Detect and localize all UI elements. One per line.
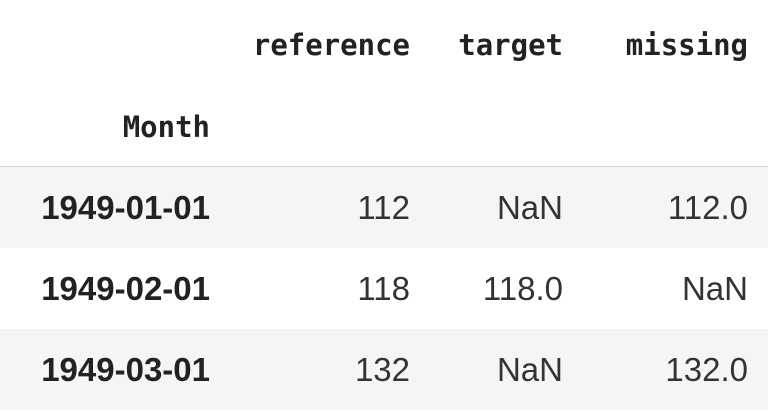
- index-name-spacer: [230, 88, 430, 167]
- column-header-reference: reference: [252, 28, 410, 62]
- index-name-spacer: [583, 88, 768, 167]
- row-index: 1949-01-01: [41, 188, 210, 226]
- column-header-row: reference target missing: [0, 0, 768, 88]
- cell-reference: 118: [357, 269, 410, 307]
- table-row: 1949-03-01 132 NaN 132.0: [0, 329, 768, 410]
- cell-missing: NaN: [681, 269, 748, 307]
- column-header-missing: missing: [625, 28, 748, 62]
- row-index: 1949-03-01: [41, 350, 210, 388]
- table-row: 1949-01-01 112 NaN 112.0: [0, 166, 768, 248]
- cell-target: NaN: [496, 350, 563, 388]
- cell-missing: 112.0: [667, 188, 748, 226]
- cell-missing: 132.0: [665, 350, 748, 388]
- index-header-blank: [0, 0, 230, 88]
- cell-target: NaN: [496, 188, 563, 226]
- cell-target: 118.0: [482, 269, 563, 307]
- row-index: 1949-02-01: [41, 269, 210, 307]
- index-name-row: Month: [0, 88, 768, 167]
- column-header-target: target: [458, 28, 563, 62]
- index-name-spacer: [430, 88, 583, 167]
- cell-reference: 112: [357, 188, 410, 226]
- index-name-header: Month: [122, 110, 210, 144]
- table-row: 1949-02-01 118 118.0 NaN: [0, 248, 768, 329]
- cell-reference: 132: [354, 350, 410, 388]
